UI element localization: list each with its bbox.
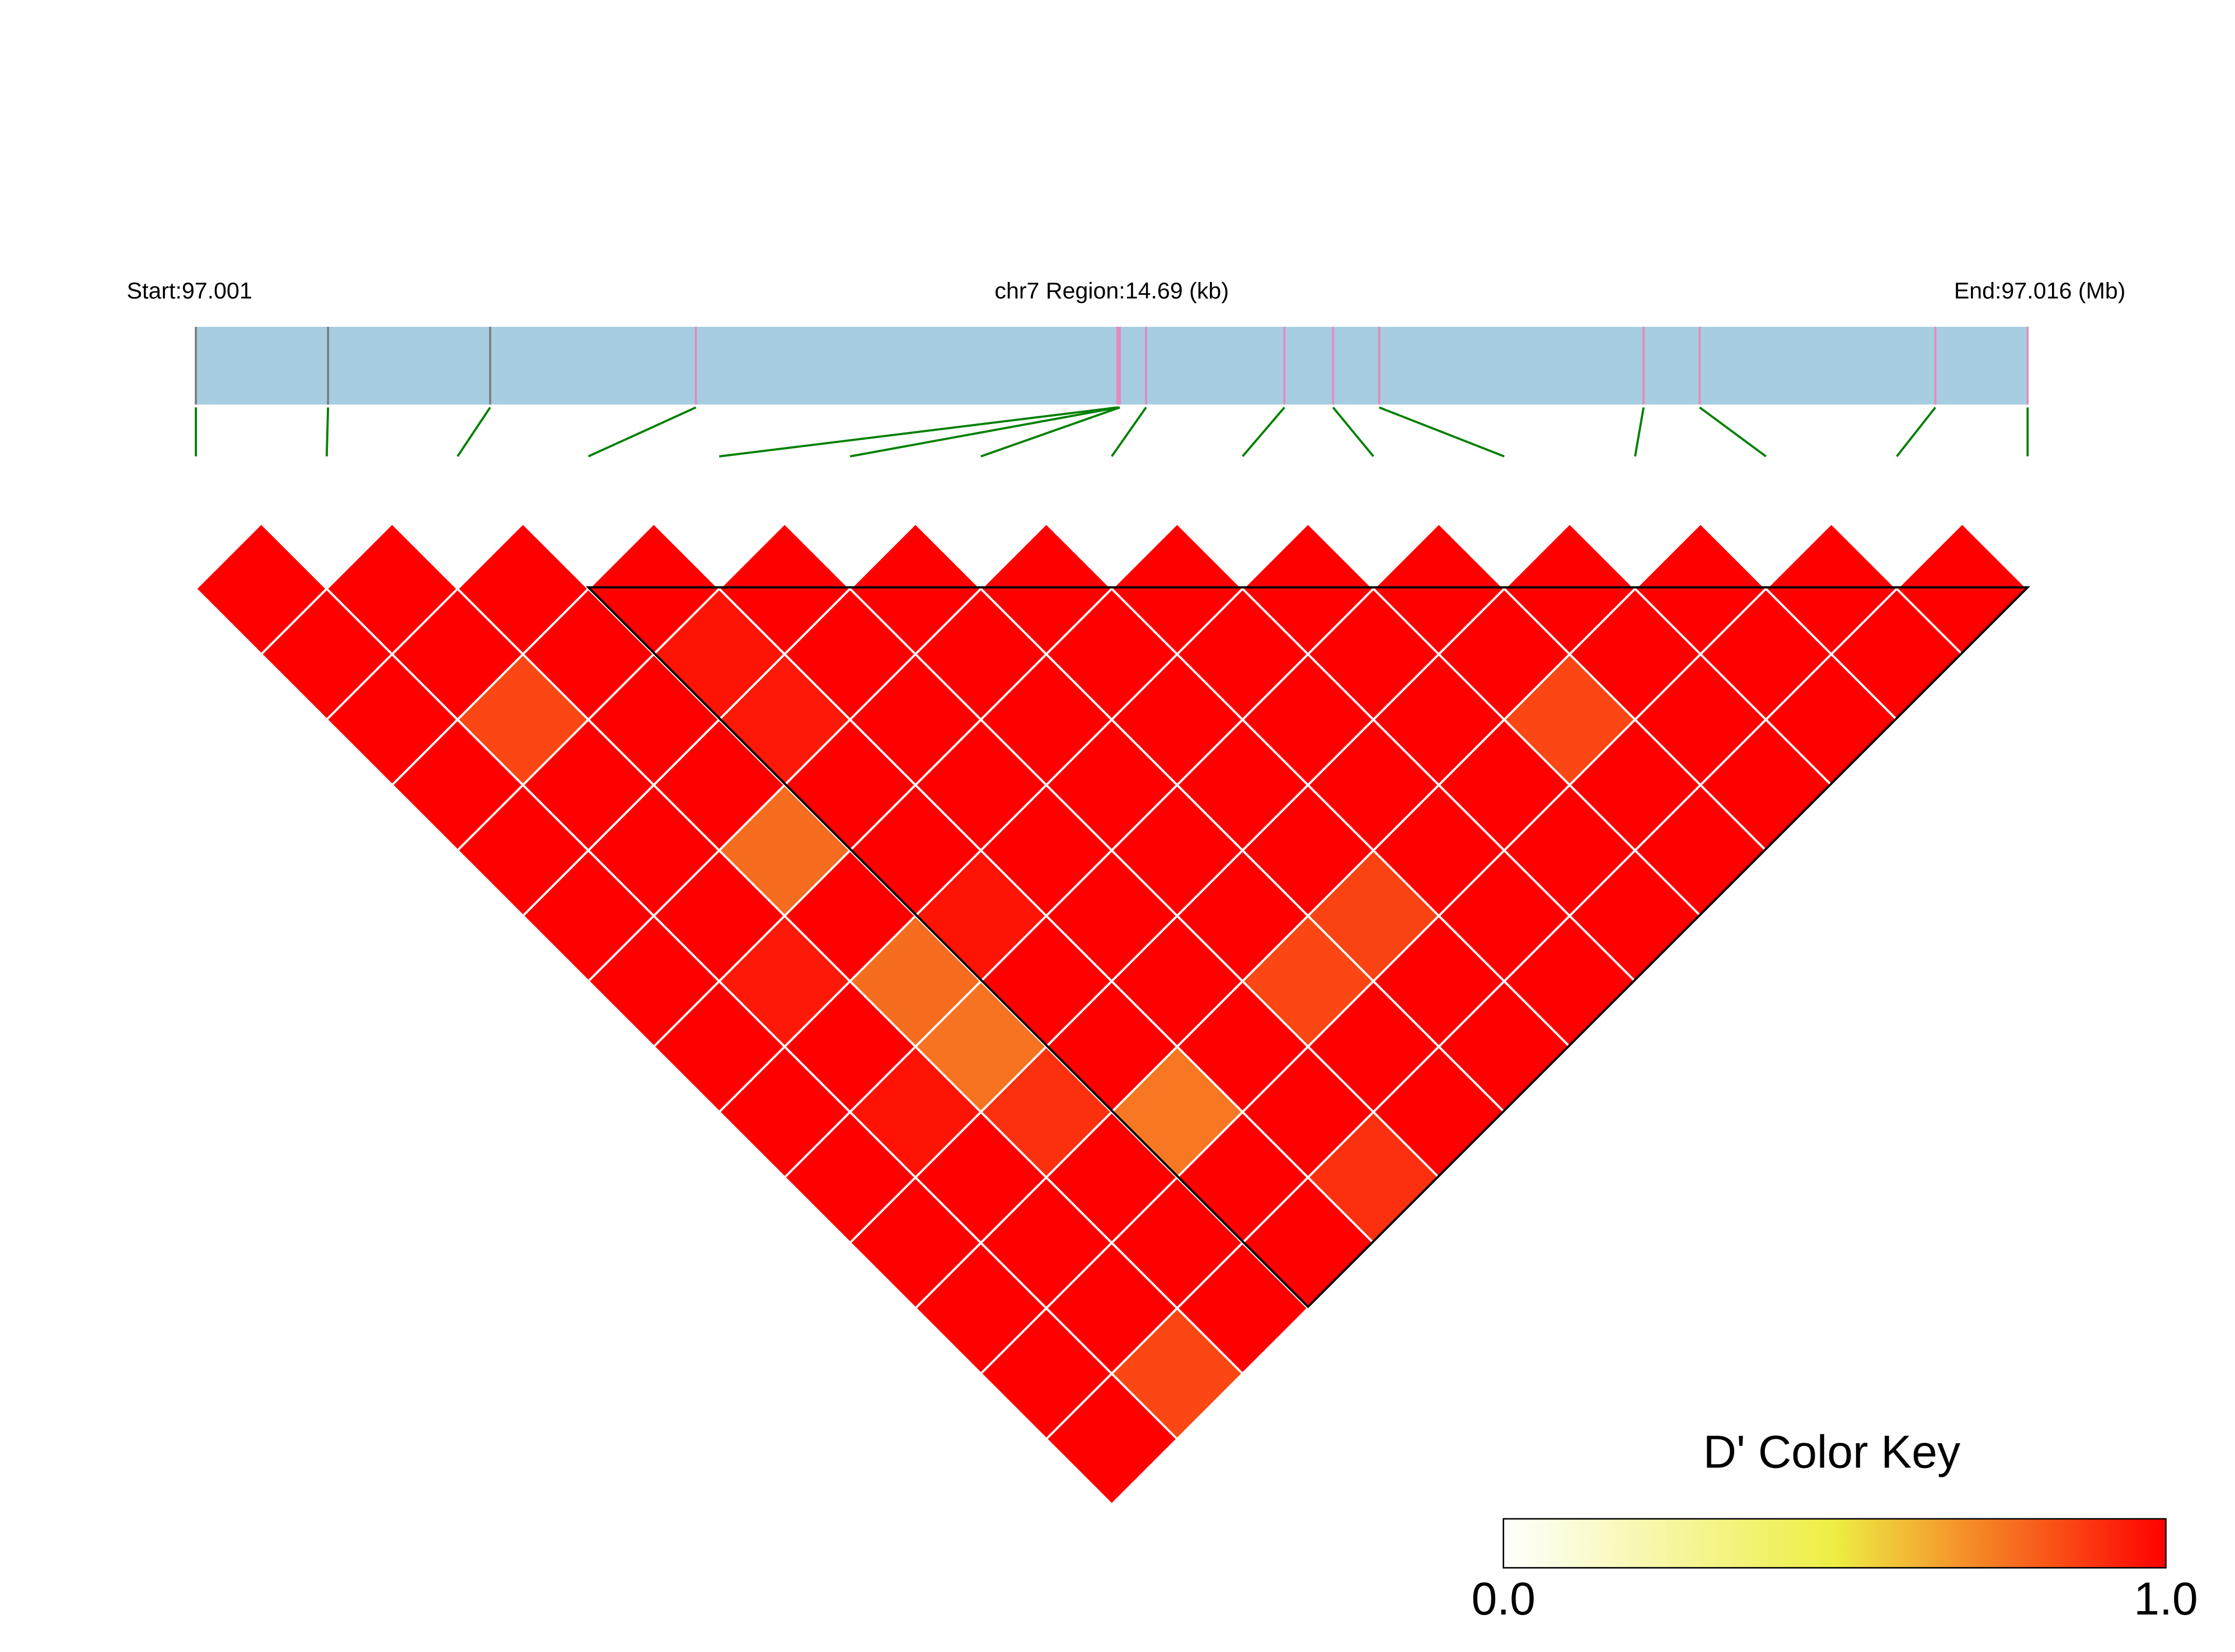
snp-connector	[1378, 406, 1505, 458]
snp-connector	[1242, 407, 1285, 458]
color-key-title: D' Color Key	[1703, 1426, 1961, 1477]
region-bar	[196, 327, 2028, 405]
snp-connector	[325, 407, 330, 456]
color-key-tick-label: 0.0	[1471, 1573, 1535, 1625]
color-key-bar	[1502, 1518, 2167, 1569]
snp-connector	[1332, 407, 1374, 458]
snp-connector	[1634, 407, 1645, 457]
snp-connector	[457, 407, 491, 457]
region-label: chr7 Region:14.69 (kb)	[994, 277, 1229, 303]
snp-connector	[588, 406, 697, 458]
snp-connector	[1111, 407, 1147, 457]
start-label: Start:97.001	[126, 277, 252, 303]
snp-connector	[980, 406, 1120, 458]
snp-connector	[849, 406, 1119, 458]
snp-connector	[1896, 407, 1937, 457]
ld-block-outline	[585, 586, 2031, 1309]
color-key-tick-label: 1.0	[2134, 1573, 2198, 1625]
end-label: End:97.016 (Mb)	[1954, 277, 2126, 303]
snp-connector	[719, 406, 1118, 458]
snp-connector	[1699, 406, 1767, 458]
